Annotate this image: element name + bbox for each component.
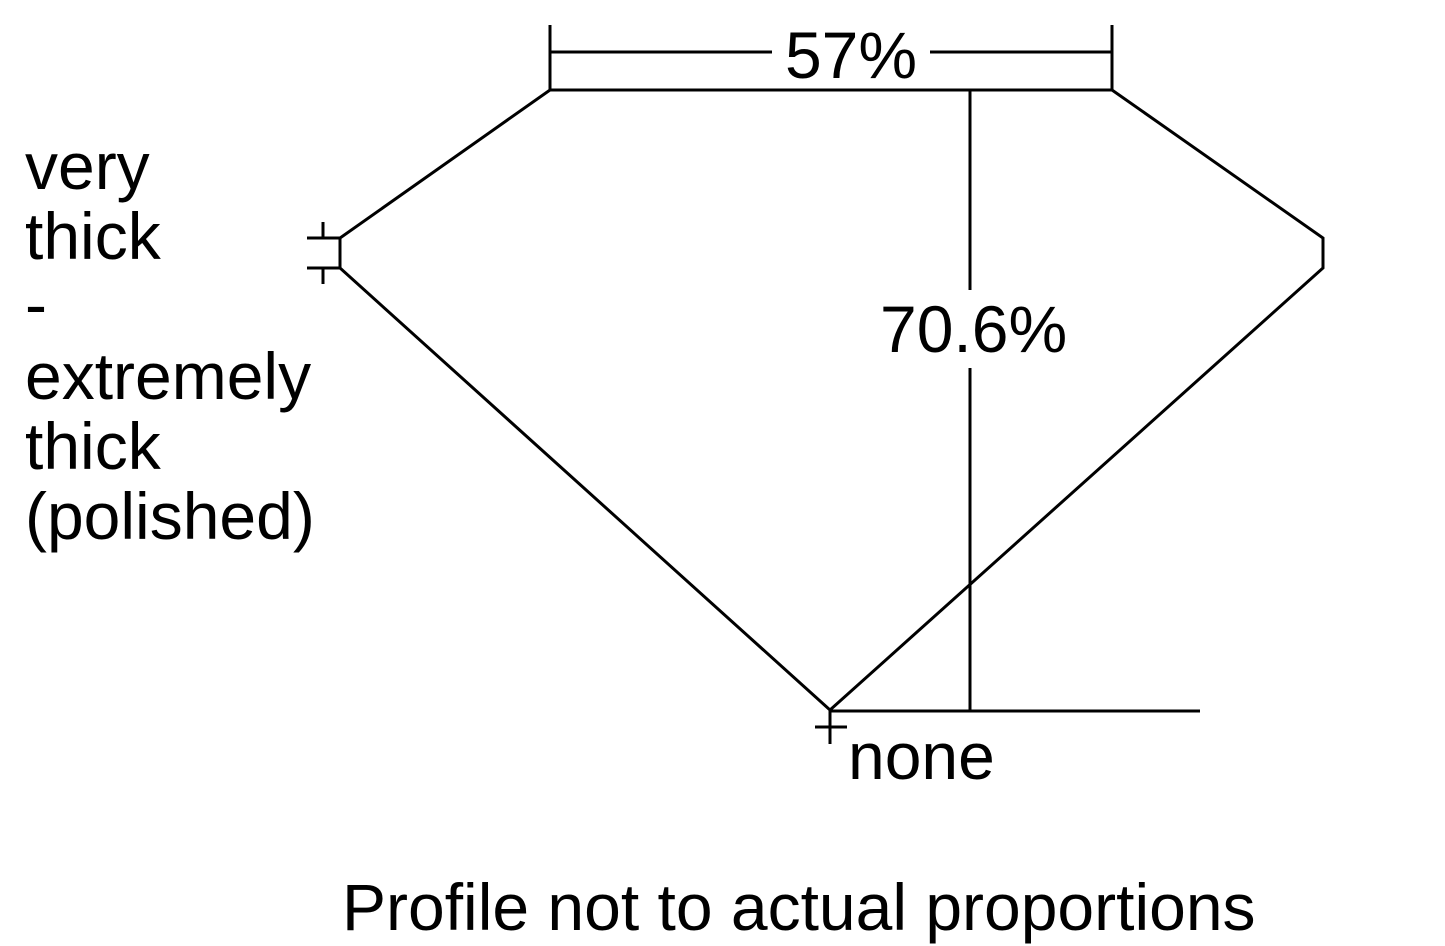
girdle-label-line: thick (25, 199, 162, 273)
girdle-label-line: very (25, 129, 150, 203)
girdle-label-line: - (25, 267, 47, 341)
proportions-note: Profile not to actual proportions (342, 870, 1256, 944)
table-percentage-label: 57% (785, 18, 917, 92)
culet-mark: none (815, 710, 995, 793)
girdle-label: very thick - extremely thick (polished) (25, 129, 315, 553)
table-dimension: 57% (548, 18, 1114, 92)
depth-dimension: 70.6% (830, 90, 1200, 713)
girdle-label-line: thick (25, 409, 162, 483)
girdle-label-line: extremely (25, 339, 311, 413)
culet-label: none (848, 719, 995, 793)
depth-percentage-label: 70.6% (880, 292, 1067, 366)
girdle-marks (307, 222, 340, 284)
diamond-outline (338, 88, 1325, 713)
girdle-label-line: (polished) (25, 479, 315, 553)
